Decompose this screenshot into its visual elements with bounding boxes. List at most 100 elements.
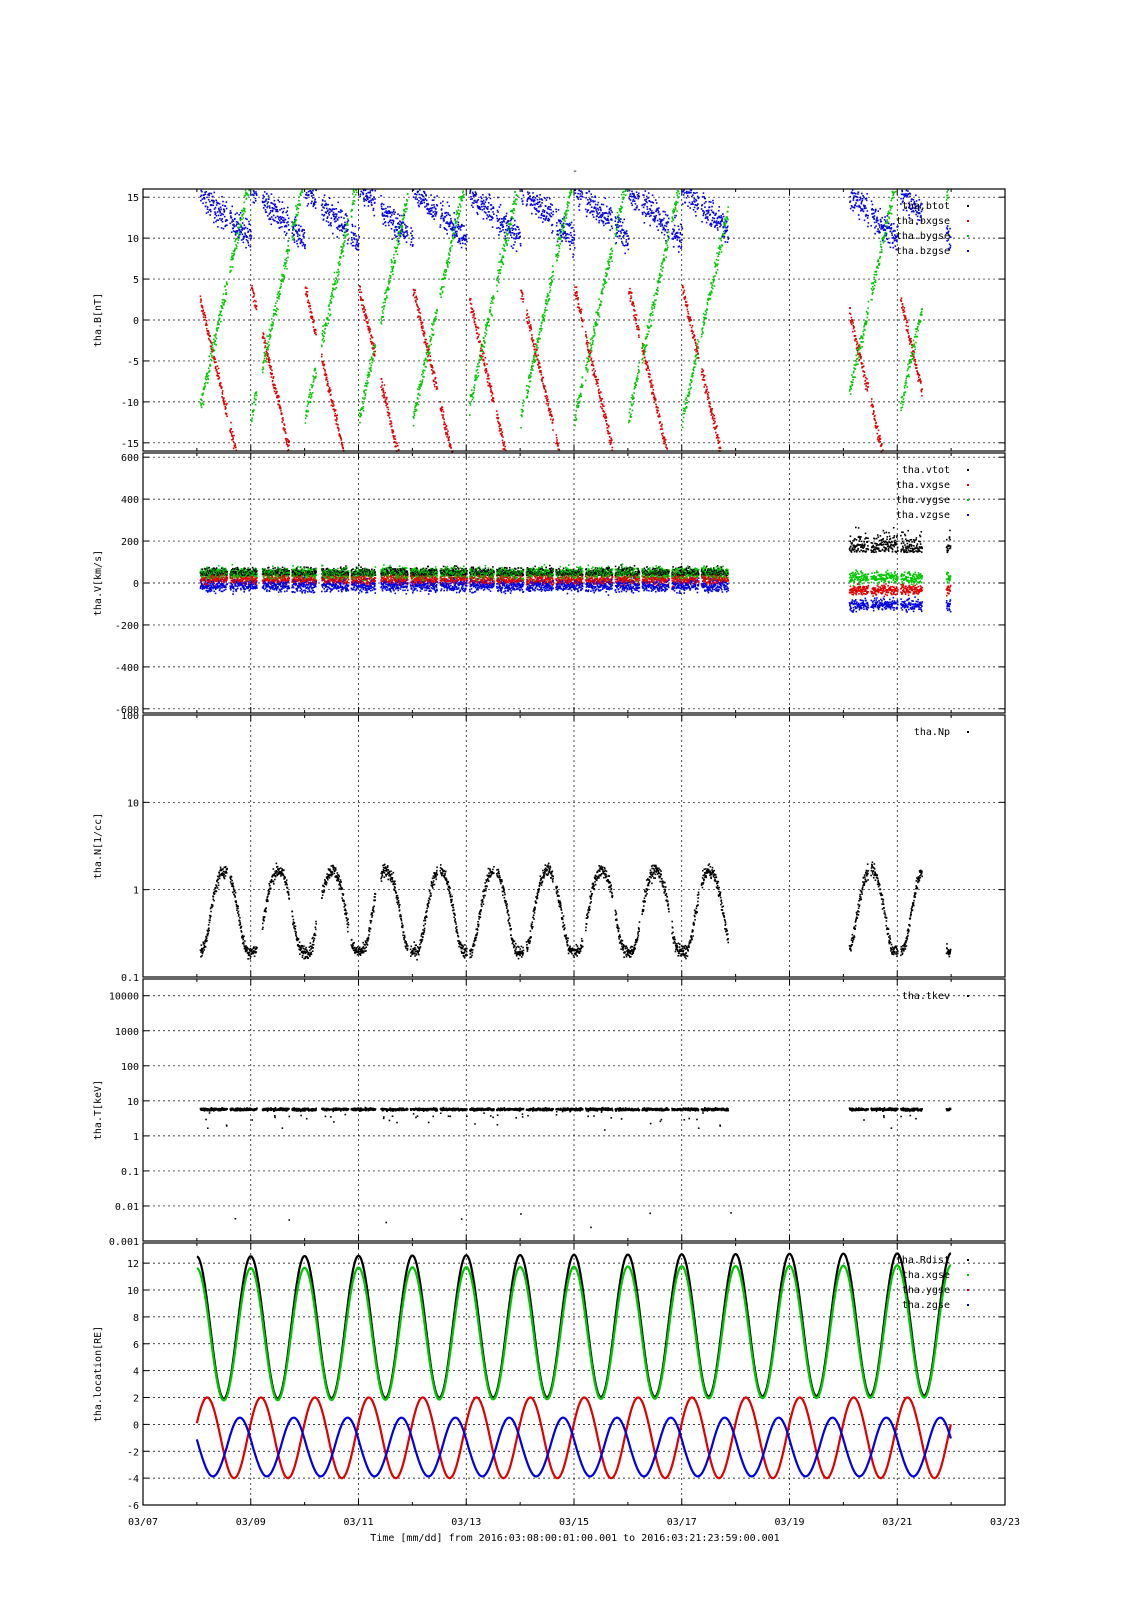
data-point — [506, 244, 508, 246]
data-point — [483, 208, 485, 210]
data-point — [532, 345, 535, 347]
data-point — [224, 300, 227, 302]
data-point — [601, 292, 604, 295]
data-point — [502, 444, 505, 446]
data-point — [310, 192, 312, 195]
data-point — [707, 212, 709, 214]
data-point — [627, 242, 629, 245]
data-point — [426, 359, 429, 362]
data-point — [420, 323, 423, 326]
data-point — [521, 189, 523, 191]
data-point — [585, 336, 588, 339]
data-point — [339, 211, 342, 214]
data-point — [475, 325, 477, 328]
data-point — [549, 414, 551, 416]
data-point — [450, 447, 452, 449]
data-point — [607, 424, 610, 427]
data-point — [322, 360, 325, 363]
data-point — [577, 192, 579, 195]
data-point — [657, 209, 659, 212]
data-point — [281, 273, 283, 276]
data-point — [507, 227, 509, 230]
data-point — [358, 227, 360, 229]
data-point — [216, 330, 218, 332]
data-point — [517, 195, 519, 197]
data-point — [550, 215, 553, 218]
data-point — [426, 342, 429, 345]
data-point — [324, 370, 326, 372]
data-point — [284, 234, 287, 236]
data-point — [365, 192, 368, 195]
data-point — [655, 214, 658, 217]
data-point — [676, 189, 679, 192]
data-point — [277, 394, 280, 397]
data-point — [531, 340, 534, 343]
data-point — [383, 393, 385, 396]
data-point — [497, 275, 500, 278]
data-point — [544, 395, 546, 398]
data-point — [255, 308, 258, 311]
data-point — [286, 440, 288, 443]
data-point — [251, 402, 254, 405]
data-point — [484, 328, 487, 330]
data-point — [482, 202, 484, 205]
data-point — [573, 238, 576, 241]
data-point — [387, 280, 390, 282]
data-point — [266, 351, 268, 354]
data-point — [240, 231, 242, 234]
data-point — [380, 321, 382, 324]
data-point — [566, 209, 568, 212]
data-point — [630, 292, 633, 294]
data-point — [543, 320, 546, 322]
data-point — [596, 318, 598, 321]
data-point — [358, 235, 361, 238]
data-point — [321, 213, 323, 216]
data-point — [665, 256, 667, 258]
data-point — [514, 191, 517, 193]
data-point — [420, 201, 422, 203]
data-point — [680, 241, 683, 244]
data-point — [559, 219, 562, 222]
data-point — [282, 216, 285, 219]
data-point — [592, 199, 594, 202]
data-point — [334, 220, 336, 223]
data-point — [587, 369, 589, 371]
data-point — [445, 433, 447, 436]
data-point — [300, 194, 302, 196]
data-point — [232, 220, 235, 222]
data-point — [696, 191, 698, 194]
data-point — [624, 194, 627, 197]
data-point — [563, 219, 565, 221]
data-point — [285, 439, 288, 442]
data-point — [423, 369, 426, 372]
data-point — [202, 310, 204, 313]
data-point — [219, 310, 222, 313]
data-point — [430, 343, 433, 346]
data-point — [519, 231, 521, 234]
data-point — [355, 247, 357, 249]
data-point — [223, 303, 225, 305]
data-point — [343, 224, 346, 226]
data-point — [560, 230, 562, 233]
data-point — [405, 204, 408, 206]
data-point — [597, 209, 600, 211]
data-point — [668, 237, 670, 240]
data-point — [423, 332, 426, 335]
data-point — [221, 390, 224, 392]
data-point — [696, 357, 699, 359]
data-point — [355, 189, 358, 191]
data-point — [358, 412, 361, 415]
data-point — [241, 233, 244, 236]
data-point — [596, 323, 599, 326]
data-point — [575, 404, 578, 407]
data-point — [398, 227, 401, 230]
data-point — [610, 438, 613, 441]
data-point — [651, 308, 653, 310]
data-point — [563, 217, 566, 220]
data-point — [396, 238, 399, 240]
data-point — [632, 403, 635, 405]
data-point — [322, 206, 324, 208]
data-point — [660, 221, 662, 224]
data-point — [426, 360, 428, 363]
data-point — [272, 324, 274, 326]
